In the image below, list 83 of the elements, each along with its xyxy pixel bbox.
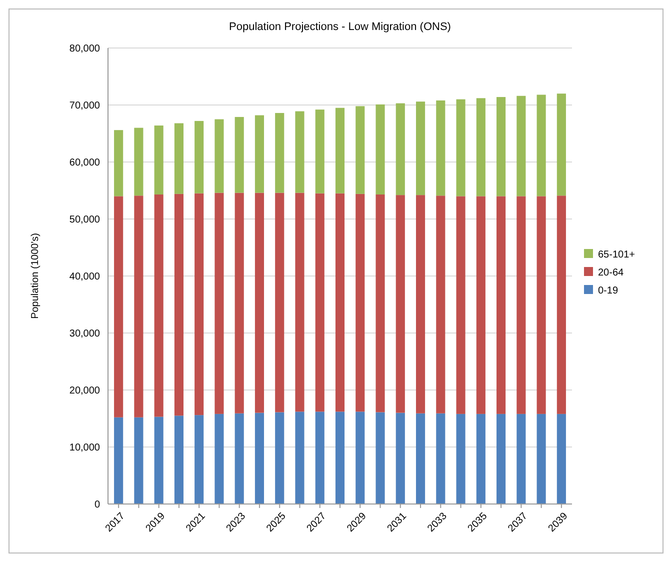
bar <box>416 195 426 414</box>
bar <box>234 192 244 414</box>
bar <box>556 196 566 414</box>
bar <box>556 94 566 196</box>
bar <box>356 106 365 194</box>
bar <box>275 412 284 504</box>
y-tick-label: 60,000 <box>69 158 100 168</box>
y-tick-label: 40,000 <box>69 272 100 282</box>
bar <box>416 102 426 196</box>
bar <box>436 196 446 414</box>
bar <box>194 120 204 194</box>
bar <box>516 196 526 414</box>
bar <box>376 194 385 412</box>
chart-title: Population Projections - Low Migration (ONS) <box>229 21 451 33</box>
bar <box>315 110 324 194</box>
y-tick-label: 10,000 <box>69 442 100 454</box>
bar <box>295 192 304 412</box>
y-tick-label: 0 <box>94 500 100 510</box>
bar <box>376 412 385 504</box>
bar <box>194 193 204 416</box>
bar <box>496 414 506 504</box>
bar <box>174 123 184 194</box>
bar <box>536 196 546 414</box>
bar <box>295 111 304 193</box>
bar <box>234 116 244 193</box>
bar <box>114 130 124 196</box>
bar <box>456 196 466 414</box>
bar <box>134 196 144 418</box>
bar <box>114 417 124 504</box>
bar <box>376 104 385 194</box>
bar <box>315 193 324 412</box>
bar <box>134 417 144 504</box>
bar <box>436 100 446 196</box>
bar <box>536 94 546 196</box>
bar <box>396 103 405 196</box>
bar <box>335 412 345 504</box>
bar <box>496 97 506 196</box>
bar <box>416 413 426 504</box>
bar <box>476 196 486 414</box>
bar <box>396 195 405 413</box>
legend-label: 20-64 <box>598 268 624 278</box>
y-tick-label: 20,000 <box>69 386 100 396</box>
bar <box>335 193 345 412</box>
legend-label: 65-101+ <box>598 250 636 260</box>
legend-label: 0-19 <box>598 286 618 296</box>
bar <box>174 194 184 416</box>
bar <box>275 192 284 412</box>
bar <box>114 196 124 418</box>
bar <box>356 412 365 504</box>
bar <box>516 414 526 504</box>
bar <box>536 414 546 504</box>
bar <box>154 126 164 194</box>
bar <box>476 414 486 504</box>
bar <box>556 414 566 504</box>
bar <box>456 99 466 196</box>
y-tick-label: 30,000 <box>69 328 100 340</box>
bar <box>154 194 164 417</box>
bar <box>254 192 264 413</box>
bar <box>254 412 264 504</box>
bar <box>436 413 446 504</box>
bar <box>134 128 144 196</box>
bar <box>476 98 486 196</box>
bar <box>234 413 244 504</box>
bar <box>315 412 324 504</box>
bar <box>214 414 224 504</box>
bar <box>396 412 405 504</box>
bar <box>214 192 224 414</box>
bar <box>194 415 204 504</box>
bar <box>275 112 284 193</box>
bar <box>174 416 184 504</box>
bar <box>516 96 526 196</box>
bar <box>214 119 224 193</box>
bar <box>335 108 345 194</box>
y-axis-title: Population (1000's) <box>30 233 41 319</box>
bar <box>295 412 304 504</box>
y-tick-label: 80,000 <box>69 44 100 54</box>
bar <box>356 194 365 412</box>
bar <box>254 115 264 193</box>
bar <box>456 414 466 504</box>
bar <box>496 196 506 414</box>
y-tick-label: 50,000 <box>69 214 100 226</box>
bar <box>154 416 164 504</box>
y-tick-label: 70,000 <box>69 100 100 112</box>
